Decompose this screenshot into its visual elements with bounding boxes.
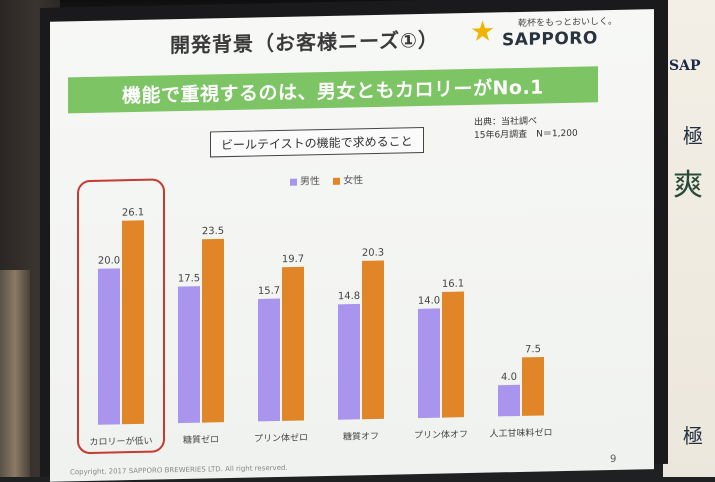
category-label-0: カロリーが低い	[89, 435, 152, 448]
bar-female-0	[122, 220, 144, 425]
value-label-male-1: 17.5	[178, 273, 200, 284]
side-banner: SAP 極 爽 極	[663, 0, 715, 477]
bar-female-4	[442, 291, 464, 418]
bar-chart: 20.0 26.1 カロリーが低い 17.5 23.5 糖質ゼロ 15.7 19.7 プリン体ゼ…	[77, 178, 553, 454]
bar-female-5	[522, 356, 544, 416]
category-label-5: 人工甘味料ゼロ	[489, 426, 552, 439]
value-label-male-5: 4.0	[501, 372, 517, 383]
slide: 開発背景（お客様ニーズ①） ★ 乾杯をもっとおいしく。 SAPPORO 機能で重…	[50, 9, 654, 482]
bar-male-5	[498, 384, 520, 417]
value-label-male-2: 15.7	[258, 286, 280, 297]
category-label-4: プリン体オフ	[414, 428, 468, 441]
page-number: 9	[610, 453, 617, 466]
banner-kanji-top: 極	[683, 124, 703, 148]
projection-screen: 開発背景（お客様ニーズ①） ★ 乾杯をもっとおいしく。 SAPPORO 機能で重…	[40, 0, 668, 482]
value-label-female-0: 26.1	[122, 207, 144, 218]
stand-post	[0, 270, 30, 477]
bar-male-2	[258, 298, 280, 422]
bar-male-1	[178, 286, 200, 424]
category-label-2: プリン体ゼロ	[254, 431, 308, 444]
value-label-male-3: 14.8	[338, 291, 360, 302]
bar-male-4	[418, 308, 440, 419]
value-label-male-4: 14.0	[418, 295, 440, 306]
banner-brand: SAP	[669, 58, 701, 74]
category-label-1: 糖質ゼロ	[183, 433, 219, 446]
value-label-female-1: 23.5	[202, 226, 224, 237]
copyright-text: Copyright, 2017 SAPPORO BREWERIES LTD. A…	[70, 463, 288, 477]
bar-male-3	[338, 303, 360, 420]
bar-female-1	[202, 238, 224, 423]
value-label-female-5: 7.5	[525, 344, 541, 355]
highlight-box	[77, 178, 165, 454]
bar-male-0	[98, 268, 120, 425]
category-label-3: 糖質オフ	[343, 430, 379, 443]
value-label-male-0: 20.0	[98, 255, 120, 266]
bar-female-3	[362, 260, 384, 420]
banner-kanji-main: 爽	[673, 168, 703, 203]
value-label-female-2: 19.7	[282, 254, 304, 265]
banner-kanji-bottom: 極	[683, 424, 703, 448]
value-label-female-3: 20.3	[362, 247, 384, 258]
bar-female-2	[282, 266, 304, 421]
value-label-female-4: 16.1	[442, 279, 464, 290]
